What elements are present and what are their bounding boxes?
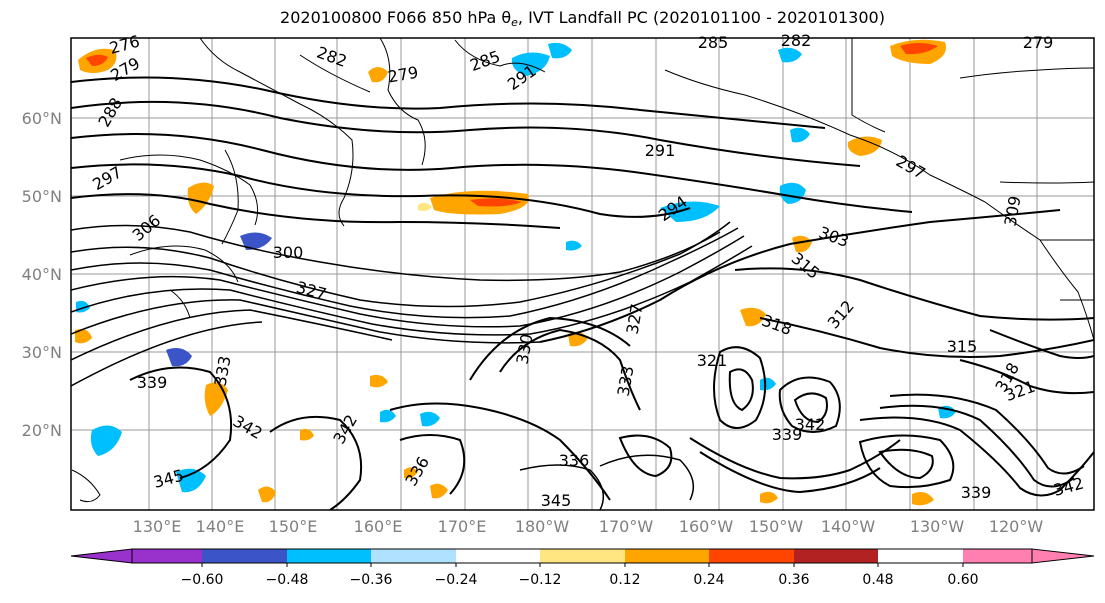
latitude-label: 50°N (22, 187, 62, 206)
contour-label: 282 (781, 31, 812, 50)
longitude-label: 160°W (679, 517, 734, 536)
colorbar-cell (540, 549, 625, 563)
positive-anomaly-shading (75, 39, 946, 506)
latitude-label: 30°N (22, 343, 62, 362)
colorbar-tick-label: −0.24 (435, 572, 478, 588)
map-frame (70, 37, 1095, 511)
contour-label: 339 (961, 483, 992, 502)
contour-label: 336 (559, 451, 590, 470)
latitude-label: 60°N (22, 109, 62, 128)
colorbar-cell (371, 549, 456, 563)
theta-e-contours (71, 76, 1094, 510)
colorbar-cell (963, 549, 1032, 563)
colorbar-tick-label: −0.48 (266, 572, 309, 588)
colorbar-tick-label: 0.36 (778, 572, 809, 588)
latitude-label: 20°N (22, 421, 62, 440)
colorbar-tick-label: 0.24 (693, 572, 724, 588)
longitude-labels: 130°E 140°E 150°E 160°E 170°E 180°W 170°W 160°W… (133, 517, 1044, 536)
longitude-label: 170°W (599, 517, 654, 536)
longitude-label: 120°W (989, 517, 1044, 536)
contour-label: 321 (697, 351, 728, 370)
colorbar-cell (287, 549, 371, 563)
longitude-label: 160°E (354, 517, 403, 536)
colorbar-cell (456, 549, 540, 563)
contour-label: 285 (698, 33, 729, 52)
graticule (71, 38, 1094, 510)
longitude-label: 150°W (749, 517, 804, 536)
shaded-fields (75, 39, 956, 506)
colorbar-tick-label: −0.36 (350, 572, 393, 588)
longitude-label: 150°E (269, 517, 318, 536)
colorbar-cell (202, 549, 287, 563)
colorbar-cell (625, 549, 709, 563)
colorbar-tick-label: 0.48 (862, 572, 893, 588)
colorbar-cells (132, 549, 1032, 563)
map-panel (70, 37, 1095, 511)
plot-title: 2020100800 F066 850 hPa θe, IVT Landfall… (280, 8, 885, 29)
latitude-labels: 60°N 50°N 40°N 30°N 20°N (22, 109, 62, 440)
colorbar: −0.60 −0.48 −0.36 −0.24 −0.12 0.12 0.24 0.36 0.4… (70, 548, 1095, 588)
longitude-label: 140°W (821, 517, 876, 536)
colorbar-cell (132, 549, 202, 563)
colorbar-frame (131, 548, 1033, 564)
colorbar-cell (794, 549, 878, 563)
colorbar-high-extension (1031, 548, 1095, 564)
latitude-label: 40°N (22, 265, 62, 284)
longitude-label: 170°E (438, 517, 487, 536)
longitude-label: 130°E (133, 517, 182, 536)
colorbar-tick-label: −0.60 (181, 572, 224, 588)
colorbar-tick-label: 0.12 (609, 572, 640, 588)
contour-label: 300 (273, 243, 304, 262)
contour-label: 345 (541, 491, 572, 510)
colorbar-tick-label: −0.12 (519, 572, 562, 588)
longitude-label: 180°W (515, 517, 570, 536)
colorbar-cell (709, 549, 794, 563)
colorbar-low-extension (70, 548, 133, 564)
contour-label: 315 (947, 337, 978, 356)
contour-label: 342 (795, 415, 826, 434)
contour-label: 279 (1023, 33, 1054, 52)
contour-label: 339 (137, 373, 168, 392)
longitude-label: 130°W (910, 517, 965, 536)
colorbar-tick-label: 0.60 (947, 572, 978, 588)
contour-label: 339 (772, 425, 803, 444)
contour-label: 291 (645, 141, 676, 160)
longitude-label: 140°E (196, 517, 245, 536)
colorbar-tick-labels: −0.60 −0.48 −0.36 −0.24 −0.12 0.12 0.24 0.36 0.4… (181, 563, 979, 588)
